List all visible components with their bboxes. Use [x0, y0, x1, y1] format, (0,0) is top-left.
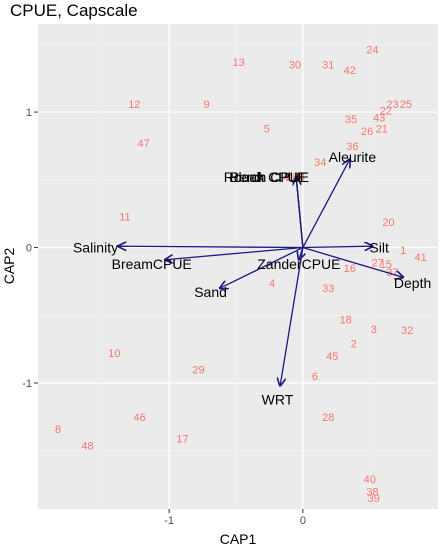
plot-panel — [38, 24, 438, 509]
vector-label: Roach CPUE — [224, 169, 307, 185]
site-label: 6 — [312, 371, 318, 383]
site-label: 25 — [400, 99, 412, 111]
vector-label: Bleak CPUE — [229, 169, 307, 185]
site-label: 34 — [314, 157, 326, 169]
site-label: 16 — [344, 263, 356, 275]
y-tick-label: 1 — [26, 107, 32, 119]
site-label: 40 — [364, 474, 376, 486]
vector-label: Depth — [394, 275, 431, 291]
site-label: 36 — [346, 141, 358, 153]
vector-arrow — [302, 159, 350, 248]
vector-arrow — [165, 246, 303, 260]
y-tick-label: 0 — [26, 243, 32, 255]
x-axis-title: CAP1 — [220, 531, 257, 547]
site-label: 42 — [344, 65, 356, 77]
site-label: 20 — [382, 217, 394, 229]
site-label: 35 — [345, 114, 357, 126]
vector-label: Salinity — [73, 240, 118, 256]
vector-label: BreamCPUE — [112, 256, 192, 272]
site-label: 48 — [81, 440, 93, 452]
site-label: 26 — [361, 126, 373, 138]
vector-arrow — [280, 247, 304, 386]
site-label: 7 — [285, 172, 291, 184]
site-label: 10 — [108, 348, 120, 360]
vector-arrow — [118, 246, 303, 247]
site-label: 21 — [376, 123, 388, 135]
site-label: 11 — [119, 211, 130, 223]
site-label: 27 — [372, 257, 384, 269]
site-label: 45 — [326, 351, 338, 363]
minor-gridlines — [38, 24, 438, 509]
site-label: 14 — [277, 172, 289, 184]
site-label: 41 — [414, 252, 426, 264]
site-label: 5 — [264, 123, 270, 135]
site-label: 13 — [233, 57, 245, 69]
site-label: 33 — [322, 283, 334, 295]
vector-label: Silt — [369, 240, 389, 256]
y-axis-ticks: -1 0 1 — [22, 107, 38, 390]
vector-arrow — [302, 246, 373, 247]
site-label: 24 — [366, 45, 378, 57]
vector-label: Perch CPUE — [230, 169, 309, 185]
vector-label: Sand — [194, 284, 227, 300]
x-axis-ticks: -1 0 — [164, 509, 306, 527]
site-label: 29 — [192, 364, 204, 376]
chart-title: CPUE, Capscale — [10, 1, 138, 20]
site-label: 23 — [386, 99, 398, 111]
site-label: 31 — [322, 60, 334, 72]
x-tick-label: -1 — [164, 515, 174, 527]
site-label: 43 — [373, 112, 385, 124]
site-label: 9 — [203, 99, 209, 111]
vector-arrow — [302, 246, 403, 278]
site-label: 18 — [340, 314, 352, 326]
y-axis-title: CAP2 — [1, 248, 17, 285]
site-label: 39 — [368, 493, 380, 505]
site-label: 30 — [289, 60, 301, 72]
site-label: 28 — [322, 412, 334, 424]
site-label: 17 — [176, 434, 188, 446]
site-label: 15 — [380, 259, 392, 271]
y-tick-label: -1 — [22, 378, 32, 390]
site-label: 38 — [366, 486, 378, 498]
x-tick-label: 0 — [300, 515, 306, 527]
site-label: 3 — [371, 324, 377, 336]
site-label: 12 — [128, 99, 140, 111]
site-label: 46 — [134, 412, 146, 424]
site-label: 47 — [138, 138, 150, 150]
site-label: 22 — [380, 106, 392, 118]
vector-arrow — [220, 246, 304, 289]
site-label: 32 — [401, 325, 413, 337]
site-points: 1234567891011121314151617181920212223242… — [55, 45, 427, 505]
site-label: 8 — [55, 424, 61, 436]
vector-label: ZanderCPUE — [257, 256, 340, 272]
biplot-vectors — [118, 159, 403, 385]
site-label: 1 — [400, 245, 406, 257]
vector-arrow — [296, 177, 304, 248]
site-label: 4 — [269, 278, 275, 290]
site-label: 2 — [351, 339, 357, 351]
major-gridlines — [38, 24, 438, 509]
vector-label: Aleurite — [329, 149, 377, 165]
vector-label: WRT — [262, 391, 294, 407]
